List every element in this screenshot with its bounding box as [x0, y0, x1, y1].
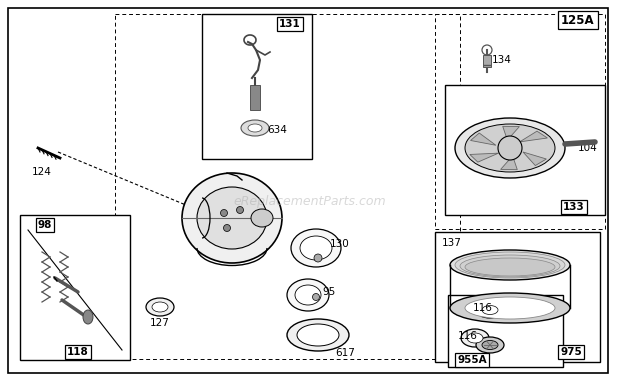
Ellipse shape: [465, 258, 555, 276]
Polygon shape: [500, 156, 517, 170]
Ellipse shape: [251, 209, 273, 227]
Text: 955A: 955A: [457, 355, 487, 365]
Ellipse shape: [295, 285, 321, 305]
Bar: [483, 55, 491, 67]
Ellipse shape: [197, 187, 267, 249]
Text: 127: 127: [150, 318, 170, 328]
Text: 130: 130: [330, 239, 350, 249]
Text: 124: 124: [32, 167, 52, 177]
Circle shape: [498, 136, 522, 160]
Ellipse shape: [287, 279, 329, 311]
Ellipse shape: [300, 236, 332, 260]
Ellipse shape: [146, 298, 174, 316]
Text: 634: 634: [267, 125, 287, 135]
Text: 95: 95: [322, 287, 335, 297]
Ellipse shape: [287, 319, 349, 351]
Bar: [435, 232, 600, 362]
Text: 104: 104: [578, 143, 598, 153]
Ellipse shape: [482, 306, 498, 314]
Bar: [20, 215, 130, 360]
Text: 133: 133: [563, 202, 585, 212]
Text: eReplacementParts.com: eReplacementParts.com: [234, 194, 386, 207]
Ellipse shape: [455, 118, 565, 178]
Bar: [448, 295, 563, 367]
Polygon shape: [520, 131, 547, 142]
Circle shape: [223, 225, 231, 231]
Text: 131: 131: [279, 19, 301, 29]
Bar: [250, 85, 260, 110]
Ellipse shape: [450, 250, 570, 280]
Ellipse shape: [450, 293, 570, 323]
Polygon shape: [523, 152, 546, 165]
Circle shape: [236, 207, 244, 214]
Text: 116: 116: [473, 303, 493, 313]
Text: 118: 118: [67, 347, 89, 357]
Text: 137: 137: [442, 238, 462, 248]
Ellipse shape: [152, 302, 168, 312]
Text: 134: 134: [492, 55, 512, 65]
Circle shape: [221, 209, 228, 217]
Polygon shape: [471, 133, 496, 145]
Text: 116: 116: [458, 331, 478, 341]
Ellipse shape: [182, 173, 282, 263]
Polygon shape: [470, 153, 498, 162]
Ellipse shape: [467, 333, 483, 343]
Ellipse shape: [83, 310, 93, 324]
Circle shape: [314, 254, 322, 262]
Ellipse shape: [461, 329, 489, 347]
Ellipse shape: [482, 340, 498, 350]
Bar: [202, 14, 312, 159]
Text: 98: 98: [38, 220, 52, 230]
Ellipse shape: [248, 124, 262, 132]
Text: 617: 617: [335, 348, 355, 358]
Text: 125A: 125A: [561, 13, 595, 26]
Ellipse shape: [465, 297, 555, 319]
Polygon shape: [503, 126, 520, 140]
Circle shape: [312, 293, 319, 301]
Ellipse shape: [465, 124, 555, 172]
Ellipse shape: [241, 120, 269, 136]
Bar: [115, 14, 460, 359]
Ellipse shape: [476, 302, 504, 318]
Ellipse shape: [476, 337, 504, 353]
Ellipse shape: [291, 229, 341, 267]
Ellipse shape: [455, 252, 565, 278]
Bar: [445, 85, 605, 215]
Ellipse shape: [297, 324, 339, 346]
Ellipse shape: [460, 255, 560, 277]
Bar: [435, 14, 605, 229]
Text: 975: 975: [560, 347, 582, 357]
